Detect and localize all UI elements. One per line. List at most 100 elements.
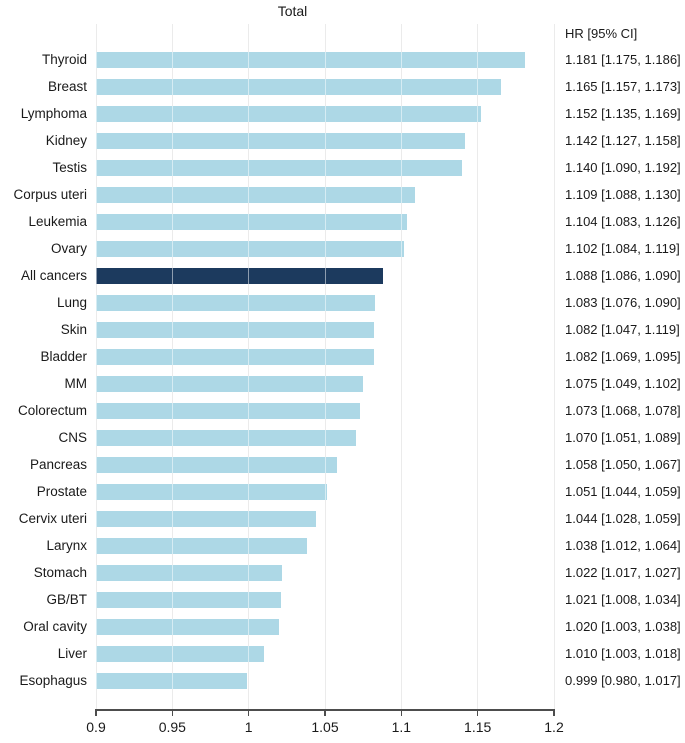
category-label: Corpus uteri	[13, 187, 87, 202]
x-axis-tick-label: 1.05	[311, 719, 339, 735]
x-axis-tick	[553, 709, 555, 716]
hr-ci-value: 1.152 [1.135, 1.169]	[565, 106, 681, 121]
bar-track	[96, 208, 554, 235]
hr-ci-value: 1.102 [1.084, 1.119]	[565, 241, 680, 256]
bar-track	[96, 451, 554, 478]
x-axis: 0.9 0.95 1 1.05 1.1 1.15 1.2	[86, 709, 564, 743]
hr-bar	[96, 321, 374, 338]
hr-ci-value: 1.021 [1.008, 1.034]	[565, 592, 681, 607]
hr-bar	[96, 456, 338, 473]
bar-row: MM 1.075 [1.049, 1.102]	[0, 370, 685, 397]
hr-ci-value: 1.073 [1.068, 1.078]	[565, 403, 681, 418]
hr-bar	[96, 564, 283, 581]
bar-row: Colorectum 1.073 [1.068, 1.078]	[0, 397, 685, 424]
hr-bar	[96, 375, 364, 392]
bar-row: Skin 1.082 [1.047, 1.119]	[0, 316, 685, 343]
bar-row: Oral cavity 1.020 [1.003, 1.038]	[0, 613, 685, 640]
bar-track	[96, 316, 554, 343]
hr-bar	[96, 240, 405, 257]
category-label: Testis	[52, 160, 87, 175]
hr-ci-value: 1.083 [1.076, 1.090]	[565, 295, 681, 310]
bar-track	[96, 73, 554, 100]
x-axis-tick-label: 1.2	[544, 719, 564, 735]
x-axis-tick	[400, 709, 403, 716]
bar-track	[96, 559, 554, 586]
chart-title: Total	[277, 3, 308, 19]
category-label: Thyroid	[41, 52, 87, 67]
category-label: All cancers	[20, 268, 87, 283]
bar-row: Testis 1.140 [1.090, 1.192]	[0, 154, 685, 181]
hr-ci-value: 1.038 [1.012, 1.064]	[565, 538, 681, 553]
bar-row: Liver 1.010 [1.003, 1.018]	[0, 640, 685, 667]
bar-track	[96, 424, 554, 451]
hr-ci-value: 1.088 [1.086, 1.090]	[565, 268, 681, 283]
hr-ci-value: 1.075 [1.049, 1.102]	[565, 376, 681, 391]
category-label: Esophagus	[19, 673, 87, 688]
bar-track	[96, 586, 554, 613]
bar-track	[96, 181, 554, 208]
bar-row: Pancreas 1.058 [1.050, 1.067]	[0, 451, 685, 478]
hr-ci-value: 1.165 [1.157, 1.173]	[565, 79, 681, 94]
bar-row: Ovary 1.102 [1.084, 1.119]	[0, 235, 685, 262]
bar-row: Kidney 1.142 [1.127, 1.158]	[0, 127, 685, 154]
hr-ci-value: 1.142 [1.127, 1.158]	[565, 133, 681, 148]
hr-bar	[96, 402, 361, 419]
bar-track	[96, 343, 554, 370]
category-label: Larynx	[46, 538, 87, 553]
x-axis-tick-label: 1.1	[391, 719, 412, 735]
x-axis-tick	[324, 709, 326, 716]
x-axis-tick-label: 1	[244, 719, 253, 735]
bar-track	[96, 262, 554, 289]
x-axis-tick-label: 1.15	[464, 719, 492, 735]
bar-track	[96, 640, 554, 667]
bar-row: Leukemia 1.104 [1.083, 1.126]	[0, 208, 685, 235]
category-label: Oral cavity	[23, 619, 87, 634]
hr-ci-value: 1.082 [1.069, 1.095]	[565, 349, 681, 364]
bar-track	[96, 235, 554, 262]
category-label: Cervix uteri	[18, 511, 87, 526]
category-label: Lung	[56, 295, 87, 310]
hr-ci-value: 1.140 [1.090, 1.192]	[565, 160, 681, 175]
category-label: Prostate	[36, 484, 87, 499]
hr-ci-value: 1.020 [1.003, 1.038]	[565, 619, 681, 634]
bar-row: All cancers 1.088 [1.086, 1.090]	[0, 262, 685, 289]
x-axis-tick-label: 0.9	[86, 719, 106, 735]
hr-ci-value: 1.022 [1.017, 1.027]	[565, 565, 681, 580]
hr-bar	[96, 429, 356, 446]
bar-track	[96, 46, 554, 73]
bar-track	[96, 667, 554, 694]
bar-track	[96, 613, 554, 640]
hr-bar	[96, 213, 408, 230]
x-axis-tick	[95, 709, 97, 716]
x-axis-tick-label: 0.95	[158, 719, 186, 735]
bar-track	[96, 505, 554, 532]
category-label: Pancreas	[29, 457, 87, 472]
bar-track	[96, 397, 554, 424]
bar-row: Stomach 1.022 [1.017, 1.027]	[0, 559, 685, 586]
hr-bar	[96, 645, 264, 662]
category-label: CNS	[58, 430, 87, 445]
hr-ci-value: 1.082 [1.047, 1.119]	[565, 322, 680, 337]
hr-bar	[96, 267, 383, 284]
hr-bar	[96, 105, 481, 122]
x-axis-tick	[171, 709, 174, 716]
hr-bar	[96, 294, 376, 311]
hr-ci-value: 1.010 [1.003, 1.018]	[565, 646, 681, 661]
x-axis-tick	[247, 709, 250, 716]
category-label: Breast	[47, 79, 87, 94]
category-label: Ovary	[50, 241, 87, 256]
hr-bar	[96, 672, 248, 689]
category-label: Kidney	[45, 133, 87, 148]
category-label: MM	[64, 376, 88, 391]
hr-ci-value: 1.109 [1.088, 1.130]	[565, 187, 681, 202]
bar-track	[96, 154, 554, 181]
category-label: Bladder	[40, 349, 87, 364]
hr-bar	[96, 591, 281, 608]
hr-bar	[96, 186, 416, 203]
bar-row: Esophagus 0.999 [0.980, 1.017]	[0, 667, 685, 694]
bar-track	[96, 127, 554, 154]
bar-row: Larynx 1.038 [1.012, 1.064]	[0, 532, 685, 559]
bar-track	[96, 478, 554, 505]
hr-ci-value: 1.181 [1.175, 1.186]	[565, 52, 681, 67]
bar-row: GB/BT 1.021 [1.008, 1.034]	[0, 586, 685, 613]
